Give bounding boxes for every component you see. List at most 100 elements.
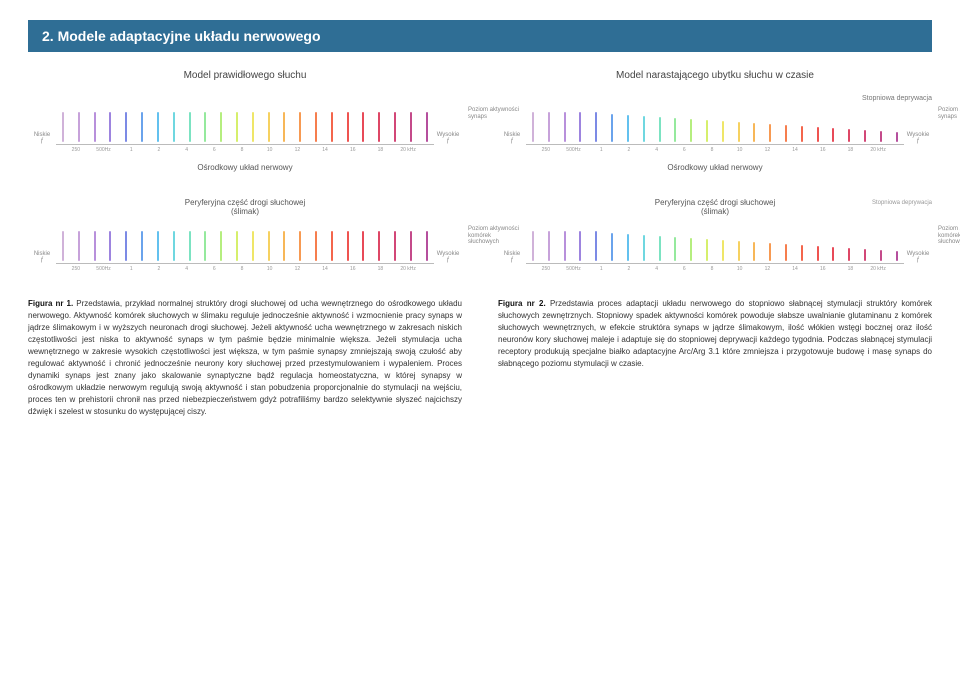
right-column: Model narastającego ubytku słuchu w czas… <box>498 70 932 418</box>
tick-label: 8 <box>228 147 256 153</box>
right-spectrum-row <box>526 182 904 192</box>
right-top-chart-panel: Niskieƒ Wysokieƒ Poziom aktywnościsynaps… <box>498 107 932 153</box>
bar <box>532 112 534 142</box>
bar <box>880 131 882 142</box>
bar <box>627 234 629 261</box>
side-label-haircells: Poziom aktywnościkomóreksłuchowych <box>938 226 960 246</box>
tick-label: 500Hz <box>560 147 588 153</box>
bar <box>173 112 175 142</box>
tick-label: 14 <box>781 147 809 153</box>
bar <box>157 231 159 261</box>
left-top-chart <box>56 107 434 145</box>
bar <box>817 246 819 261</box>
figure2-text: Figura nr 2. Przedstawia proces adaptacj… <box>498 298 932 370</box>
bar <box>659 236 661 261</box>
tick-label: 12 <box>754 147 782 153</box>
left-bottom-chart <box>56 226 434 264</box>
bar <box>204 112 206 142</box>
bar <box>611 233 613 261</box>
bar <box>801 245 803 261</box>
bar <box>564 112 566 142</box>
bar <box>753 242 755 261</box>
bar <box>674 237 676 261</box>
bar <box>109 112 111 142</box>
bar <box>299 231 301 261</box>
bar <box>220 112 222 142</box>
bar <box>817 127 819 142</box>
tick-label: 14 <box>781 266 809 272</box>
bar <box>579 231 581 261</box>
bar <box>378 112 380 142</box>
bar <box>532 231 534 261</box>
tick-label: 10 <box>726 266 754 272</box>
bar <box>769 243 771 261</box>
tick-label: 500Hz <box>90 266 118 272</box>
bar <box>426 112 428 142</box>
bar <box>347 112 349 142</box>
tick-label: 1 <box>587 147 615 153</box>
bar <box>595 231 597 261</box>
tick-label: 12 <box>284 266 312 272</box>
bar <box>659 117 661 142</box>
bar <box>769 124 771 142</box>
tick-label: 12 <box>754 266 782 272</box>
bar <box>299 112 301 142</box>
bar <box>880 250 882 261</box>
bar <box>394 112 396 142</box>
figure1-body: Przedstawia, przykład normalnej struktór… <box>28 299 462 416</box>
tick-label: 18 <box>367 147 395 153</box>
bar <box>204 231 206 261</box>
bar <box>410 231 412 261</box>
bar <box>706 239 708 261</box>
tick-label: 12 <box>284 147 312 153</box>
bar <box>125 231 127 261</box>
bar <box>94 112 96 142</box>
tick-label: 250 <box>532 147 560 153</box>
tick-label: 500Hz <box>560 266 588 272</box>
bar <box>283 112 285 142</box>
axis-high-label: Wysokieƒ <box>904 132 932 145</box>
left-spectrum-row <box>56 182 434 192</box>
right-bottom-chart-panel: Niskieƒ Wysokieƒ Poziom aktywnościkomóre… <box>498 226 932 272</box>
tick-label: 8 <box>698 266 726 272</box>
tick-label: 20 kHz <box>394 147 422 153</box>
bar <box>283 231 285 261</box>
tick-label: 1 <box>587 266 615 272</box>
right-top-chart <box>526 107 904 145</box>
tick-label: 8 <box>698 147 726 153</box>
bar <box>189 112 191 142</box>
bar <box>410 112 412 142</box>
section-label-peripheral-text: Peryferyjna część drogi słuchowej(ślimak… <box>655 198 776 216</box>
bar <box>753 123 755 142</box>
axis-ticks: 250500Hz12468101214161820 kHz <box>28 264 428 272</box>
bar <box>848 248 850 261</box>
bar <box>864 130 866 142</box>
bar <box>864 249 866 261</box>
bar <box>832 247 834 261</box>
left-bottom-chart-panel: Niskieƒ Wysokieƒ Poziom aktywnościkomóre… <box>28 226 462 272</box>
axis-ticks: 250500Hz12468101214161820 kHz <box>498 145 898 153</box>
bar <box>548 112 550 142</box>
bar <box>706 120 708 142</box>
tick-label: 6 <box>200 266 228 272</box>
bar <box>362 112 364 142</box>
model-title-right: Model narastającego ubytku słuchu w czas… <box>498 70 932 81</box>
tick-label: 16 <box>339 147 367 153</box>
left-top-chart-panel: Niskieƒ Wysokieƒ Poziom aktywnościsynaps… <box>28 107 462 153</box>
tick-label: 18 <box>837 266 865 272</box>
deprivation-label-right-top: Stopniowa deprywacja <box>498 95 932 105</box>
tick-label: 4 <box>643 147 671 153</box>
bar <box>268 231 270 261</box>
bar <box>579 112 581 142</box>
bar <box>109 231 111 261</box>
figure2-body: Przedstawia proces adaptacji układu nerw… <box>498 299 932 368</box>
axis-low-label: Niskieƒ <box>28 132 56 145</box>
bar <box>315 231 317 261</box>
bar <box>896 251 898 261</box>
bar <box>252 231 254 261</box>
bar <box>157 112 159 142</box>
axis-ticks: 250500Hz12468101214161820 kHz <box>28 145 428 153</box>
tick-label: 14 <box>311 147 339 153</box>
model-title-left: Model prawidłowego słuchu <box>28 70 462 81</box>
tick-label: 250 <box>62 147 90 153</box>
